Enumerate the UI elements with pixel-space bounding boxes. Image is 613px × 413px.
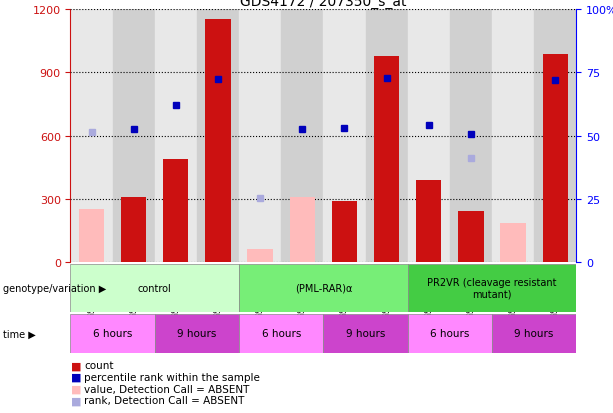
Bar [205, 20, 230, 262]
Text: 6 hours: 6 hours [262, 328, 301, 339]
Bar [492, 314, 576, 353]
Bar [70, 264, 239, 312]
Text: (PML-RAR)α: (PML-RAR)α [295, 283, 352, 293]
Bar [324, 314, 408, 353]
Bar [289, 197, 315, 262]
Text: ■: ■ [70, 372, 81, 382]
Bar [163, 159, 189, 262]
Text: control: control [138, 283, 172, 293]
Bar [374, 57, 399, 262]
Text: 6 hours: 6 hours [430, 328, 470, 339]
Bar [408, 10, 450, 262]
Bar [239, 314, 324, 353]
Text: 9 hours: 9 hours [346, 328, 385, 339]
Bar [239, 10, 281, 262]
Bar [543, 55, 568, 262]
Bar [79, 210, 104, 262]
Text: percentile rank within the sample: percentile rank within the sample [84, 372, 260, 382]
Text: rank, Detection Call = ABSENT: rank, Detection Call = ABSENT [84, 395, 245, 405]
Bar [154, 314, 239, 353]
Bar [416, 180, 441, 262]
Text: genotype/variation ▶: genotype/variation ▶ [3, 283, 106, 293]
Bar [534, 10, 576, 262]
Text: count: count [84, 361, 113, 370]
Bar [492, 10, 534, 262]
Bar [70, 314, 154, 353]
Text: value, Detection Call = ABSENT: value, Detection Call = ABSENT [84, 384, 249, 394]
Bar [197, 10, 239, 262]
Text: time ▶: time ▶ [3, 328, 36, 339]
Bar [239, 264, 408, 312]
Title: GDS4172 / 207350_s_at: GDS4172 / 207350_s_at [240, 0, 406, 9]
Text: ■: ■ [70, 395, 81, 405]
Bar [70, 10, 113, 262]
Bar [154, 10, 197, 262]
Text: 6 hours: 6 hours [93, 328, 132, 339]
Bar [408, 264, 576, 312]
Text: ■: ■ [70, 361, 81, 370]
Text: ■: ■ [70, 384, 81, 394]
Bar [324, 10, 365, 262]
Bar [500, 223, 525, 262]
Bar [113, 10, 154, 262]
Text: PR2VR (cleavage resistant
mutant): PR2VR (cleavage resistant mutant) [427, 277, 557, 299]
Bar [121, 197, 147, 262]
Text: 9 hours: 9 hours [177, 328, 216, 339]
Bar [408, 314, 492, 353]
Bar [365, 10, 408, 262]
Bar [458, 212, 484, 262]
Bar [248, 249, 273, 262]
Bar [450, 10, 492, 262]
Bar [332, 202, 357, 262]
Bar [281, 10, 324, 262]
Text: 9 hours: 9 hours [514, 328, 554, 339]
